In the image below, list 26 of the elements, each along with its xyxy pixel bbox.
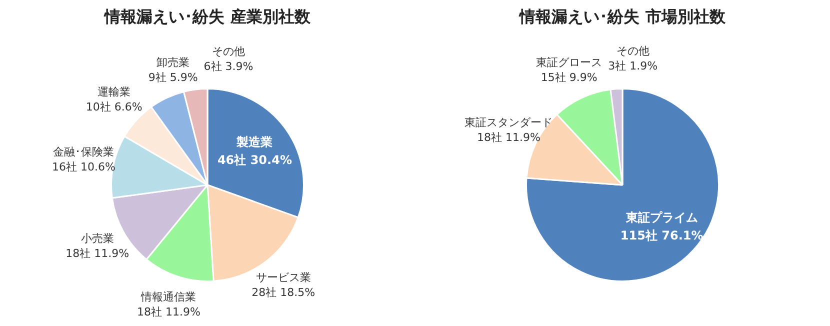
data-label: 115社 76.1% xyxy=(620,228,704,242)
slice-label: 小売業 xyxy=(80,232,114,245)
slice-label: 運輸業 xyxy=(98,85,131,98)
slice-label: サービス業 xyxy=(256,271,311,284)
data-label: 18社 11.9% xyxy=(137,306,200,319)
slice-label: 東証プライム xyxy=(624,210,698,224)
chart-title: 情報漏えい･紛失 産業別社数 xyxy=(102,6,312,28)
slice-label: 金融･保険業 xyxy=(53,146,114,159)
slice-label: 卸売業 xyxy=(156,56,190,69)
data-label: 15社 9.9% xyxy=(540,70,598,84)
slice-label: 情報通信業 xyxy=(140,290,196,304)
data-label: 18社 11.9% xyxy=(476,130,540,144)
slice-label: 製造業 xyxy=(236,134,273,149)
data-label: 6社 3.9% xyxy=(204,60,254,74)
data-label: 18社 11.9% xyxy=(66,246,130,260)
slice-label: その他 xyxy=(212,45,246,58)
data-label: 9社 5.9% xyxy=(148,70,198,84)
chart-title: 情報漏えい･紛失 市場別社数 xyxy=(518,6,726,28)
data-label: 10社 6.6% xyxy=(86,100,142,114)
data-label: 28社 18.5% xyxy=(252,286,316,300)
slice-label: 東証グロース xyxy=(536,56,602,69)
slice-label: 東証スタンダード xyxy=(464,116,553,129)
slice-label: その他 xyxy=(616,44,650,58)
data-label: 16社 10.6% xyxy=(52,160,116,174)
data-label: 3社 1.9% xyxy=(608,59,658,72)
data-label: 46社 30.4% xyxy=(217,152,292,167)
